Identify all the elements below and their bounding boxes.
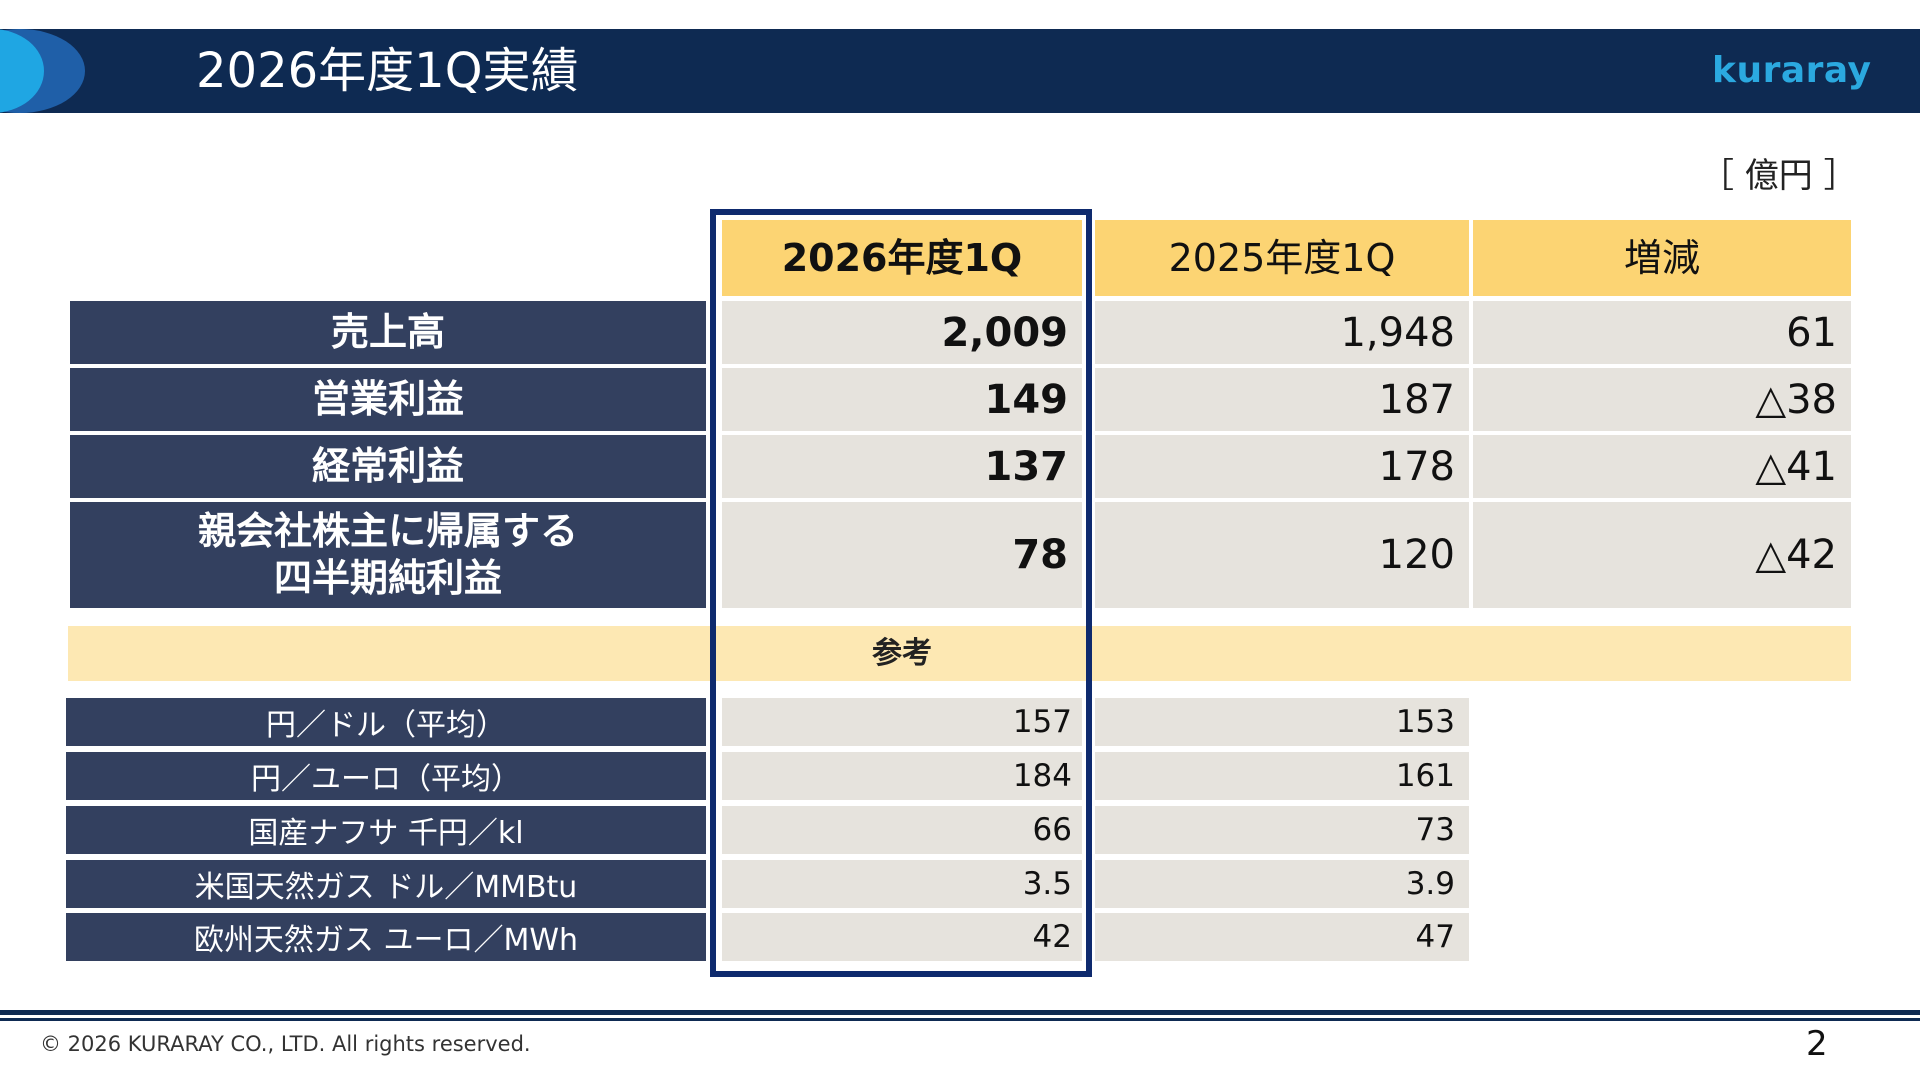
ref-usd-2025: 153 xyxy=(1095,698,1469,746)
copyright: © 2026 KURARAY CO., LTD. All rights rese… xyxy=(40,1032,531,1056)
net-income-2026: 78 xyxy=(722,502,1082,608)
ref-eu-gas-2026: 42 xyxy=(722,913,1082,961)
operating-income-change: △38 xyxy=(1473,368,1851,431)
row-label-net-sales: 売上高 xyxy=(70,301,706,364)
ordinary-income-2025: 178 xyxy=(1095,435,1469,498)
ref-row-label-eu-gas: 欧州天然ガス ユーロ／MWh xyxy=(66,913,706,961)
kuraray-logo: kuraray xyxy=(1712,50,1872,91)
ref-row-label-eur: 円／ユーロ（平均） xyxy=(66,752,706,800)
unit-label: ［ 億円 ］ xyxy=(1700,156,1858,196)
ref-usd-2026: 157 xyxy=(722,698,1082,746)
slide-title: 2026年度1Q実績 xyxy=(196,43,579,99)
footer-rule xyxy=(0,1010,1920,1015)
ref-eur-2026: 184 xyxy=(722,752,1082,800)
net-income-label-line1: 親会社株主に帰属する xyxy=(197,508,578,553)
row-label-operating-income: 営業利益 xyxy=(70,368,706,431)
current-period-highlight-frame xyxy=(710,209,1092,977)
column-header-change: 増減 xyxy=(1473,220,1851,296)
ref-us-gas-2025: 3.9 xyxy=(1095,860,1469,908)
net-sales-change: 61 xyxy=(1473,301,1851,364)
column-header-2026-1q: 2026年度1Q xyxy=(722,220,1082,296)
net-sales-2025: 1,948 xyxy=(1095,301,1469,364)
ref-row-label-us-gas: 米国天然ガス ドル／MMBtu xyxy=(66,860,706,908)
ordinary-income-2026: 137 xyxy=(722,435,1082,498)
ordinary-income-change: △41 xyxy=(1473,435,1851,498)
ref-eur-2025: 161 xyxy=(1095,752,1469,800)
row-label-net-income: 親会社株主に帰属する 四半期純利益 xyxy=(70,502,706,608)
ref-naphtha-2026: 66 xyxy=(722,806,1082,854)
net-sales-2026: 2,009 xyxy=(722,301,1082,364)
operating-income-2026: 149 xyxy=(722,368,1082,431)
reference-label: 参考 xyxy=(872,636,932,671)
footer-rule-thin xyxy=(0,1018,1920,1021)
ref-us-gas-2026: 3.5 xyxy=(722,860,1082,908)
ref-row-label-naphtha: 国産ナフサ 千円／kl xyxy=(66,806,706,854)
header-bar xyxy=(0,29,1920,113)
ref-naphtha-2025: 73 xyxy=(1095,806,1469,854)
net-income-label-line2: 四半期純利益 xyxy=(273,556,502,600)
reference-band xyxy=(68,626,1851,681)
ref-eu-gas-2025: 47 xyxy=(1095,913,1469,961)
page-number: 2 xyxy=(1806,1024,1828,1064)
column-header-2025-1q: 2025年度1Q xyxy=(1095,220,1469,296)
row-label-ordinary-income: 経常利益 xyxy=(70,435,706,498)
net-income-change: △42 xyxy=(1473,502,1851,608)
ref-row-label-usd: 円／ドル（平均） xyxy=(66,698,706,746)
net-income-2025: 120 xyxy=(1095,502,1469,608)
operating-income-2025: 187 xyxy=(1095,368,1469,431)
